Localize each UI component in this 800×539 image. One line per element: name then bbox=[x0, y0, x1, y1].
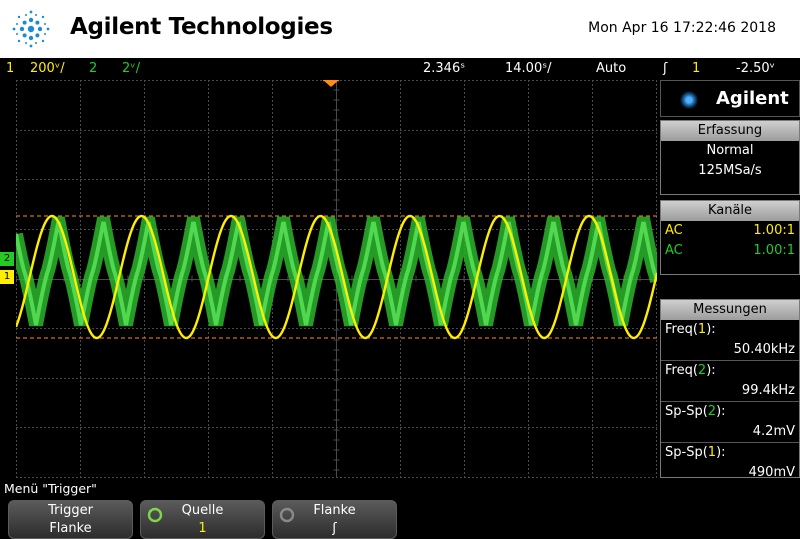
trigger-position-marker bbox=[323, 80, 339, 87]
graticule-and-traces bbox=[16, 80, 657, 478]
measurement-channel: 2 bbox=[707, 404, 717, 419]
channel-1-row: AC 1.00:1 bbox=[661, 221, 799, 241]
measurement-label-prefix: Freq( bbox=[665, 322, 698, 337]
time-scale[interactable]: 14.00ˢ/ bbox=[505, 61, 552, 76]
channel-1-probe: 1.00:1 bbox=[753, 223, 795, 238]
trigger-level[interactable]: -2.50ᵛ bbox=[736, 61, 776, 76]
channel-1-coupling: AC bbox=[665, 223, 683, 238]
trigger-source-value: 1 bbox=[198, 521, 207, 536]
acquisition-rate: 125MSa/s bbox=[698, 163, 762, 178]
rotary-knob-icon bbox=[147, 507, 163, 523]
channel-2-number[interactable]: 2 bbox=[89, 61, 98, 76]
measurements-list: Freq(1): 50.40kHz Freq(2): 99.4kHz Sp-Sp(2):… bbox=[661, 320, 799, 483]
channels-title: Kanäle bbox=[661, 201, 799, 221]
trigger-slope-softkey[interactable]: Flanke ʃ bbox=[272, 500, 397, 539]
title-bar: Agilent Technologies Mon Apr 16 17:22:46… bbox=[0, 0, 800, 58]
measurement-label-prefix: Sp-Sp( bbox=[665, 404, 708, 419]
measurement-label-prefix: Sp-Sp( bbox=[665, 445, 708, 460]
channel-2-probe: 1.00:1 bbox=[753, 243, 795, 258]
measurement-label: Freq(2): bbox=[661, 360, 799, 381]
agilent-spark-logo-icon bbox=[12, 10, 50, 48]
acquisition-box[interactable]: Erfassung Normal 125MSa/s bbox=[660, 120, 800, 195]
status-bar: 1 200ᵛ/ 2 2ᵛ/ 2.346ˢ 14.00ˢ/ Auto ʃ 1 -2… bbox=[0, 58, 800, 79]
measurements-title: Messungen bbox=[661, 300, 799, 320]
channel-1-scale[interactable]: 200ᵛ/ bbox=[30, 61, 65, 76]
channel-2-row: AC 1.00:1 bbox=[661, 241, 799, 261]
inactive-knob-icon bbox=[279, 507, 295, 523]
measurement-channel: 2 bbox=[697, 363, 707, 378]
channel-2-scale[interactable]: 2ᵛ/ bbox=[122, 61, 141, 76]
measurement-label-suffix: ): bbox=[716, 404, 726, 419]
agilent-logo-box: Agilent bbox=[660, 80, 800, 117]
channels-box[interactable]: Kanäle AC 1.00:1 AC 1.00:1 bbox=[660, 200, 800, 275]
measurement-label-suffix: ): bbox=[706, 322, 716, 337]
trigger-source-softkey[interactable]: Quelle 1 bbox=[140, 500, 265, 539]
trigger-slope-value: ʃ bbox=[332, 521, 337, 536]
channel-1-number[interactable]: 1 bbox=[6, 61, 15, 76]
date-time: Mon Apr 16 17:22:46 2018 bbox=[588, 20, 776, 36]
measurement-label: Sp-Sp(2): bbox=[661, 401, 799, 422]
acquisition-mode: Normal bbox=[706, 143, 754, 158]
channel-2-ground-marker-label: 2 bbox=[3, 253, 11, 264]
time-offset[interactable]: 2.346ˢ bbox=[423, 61, 466, 76]
trigger-slope-icon: ʃ bbox=[663, 61, 668, 76]
trigger-mode[interactable]: Auto bbox=[596, 61, 627, 76]
measurement-value: 99.4kHz bbox=[741, 383, 795, 398]
brand-name: Agilent Technologies bbox=[70, 14, 333, 40]
trigger-slope-label: Flanke bbox=[313, 503, 356, 518]
measurement-value: 50.40kHz bbox=[733, 342, 795, 357]
trigger-type-label: Trigger bbox=[48, 503, 93, 518]
channel-1-ground-marker[interactable]: 1 bbox=[0, 270, 14, 284]
measurement-label-prefix: Freq( bbox=[665, 363, 698, 378]
channel-1-waveform bbox=[16, 214, 657, 340]
acquisition-title: Erfassung bbox=[661, 121, 799, 141]
measurement-channel: 1 bbox=[707, 445, 717, 460]
right-info-panel: Agilent Erfassung Normal 125MSa/s Kanäle… bbox=[660, 80, 800, 480]
measurement-value: 4.2mV bbox=[752, 424, 795, 439]
trigger-type-value: Flanke bbox=[49, 521, 92, 536]
trigger-type-softkey[interactable]: Trigger Flanke bbox=[8, 500, 133, 539]
channel-2-ground-marker[interactable]: 2 bbox=[0, 252, 14, 266]
panel-logo: Agilent bbox=[716, 88, 789, 109]
measurement-channel: 1 bbox=[697, 322, 707, 337]
trigger-source-label: Quelle bbox=[181, 503, 224, 518]
channel-1-ground-marker-label: 1 bbox=[3, 271, 11, 282]
measurement-value: 490mV bbox=[748, 465, 795, 480]
measurement-label: Freq(1): bbox=[661, 320, 799, 340]
trigger-source[interactable]: 1 bbox=[692, 61, 701, 76]
measurement-label-suffix: ): bbox=[706, 363, 716, 378]
measurements-box[interactable]: Messungen Freq(1): 50.40kHz Freq(2): 99.4kH… bbox=[660, 299, 800, 480]
measurement-label: Sp-Sp(1): bbox=[661, 442, 799, 463]
agilent-spark-small-icon bbox=[679, 90, 699, 110]
channel-2-waveform-core bbox=[16, 221, 657, 326]
waveform-display[interactable]: 2 1 bbox=[0, 80, 657, 478]
measurement-label-suffix: ): bbox=[716, 445, 726, 460]
channel-2-coupling: AC bbox=[665, 243, 683, 258]
softkey-menu-title: Menü "Trigger" bbox=[4, 481, 97, 496]
